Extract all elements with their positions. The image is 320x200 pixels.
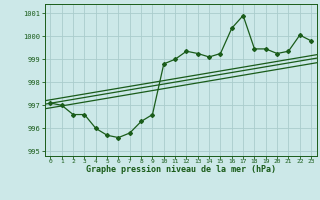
X-axis label: Graphe pression niveau de la mer (hPa): Graphe pression niveau de la mer (hPa)	[86, 165, 276, 174]
